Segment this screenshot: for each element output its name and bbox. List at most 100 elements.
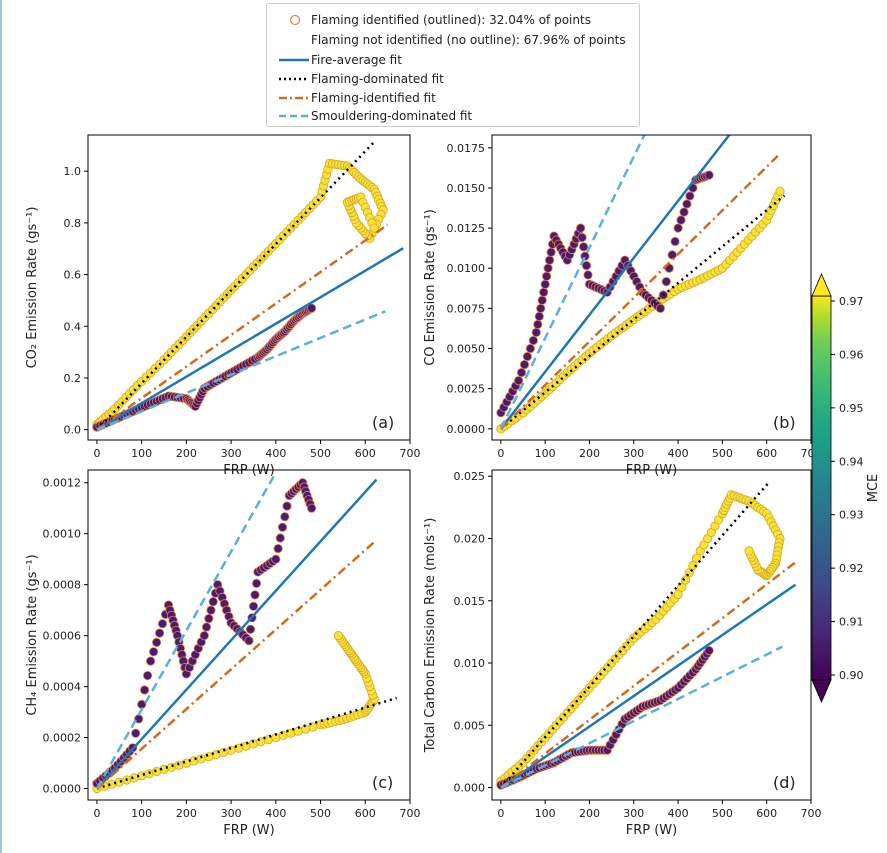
x-tick-label: 500: [712, 447, 733, 460]
data-point: [513, 375, 524, 386]
data-point: [206, 605, 216, 615]
legend-item-flaming-identified: Flaming identified (outlined): 32.04% of…: [267, 12, 639, 29]
x-tick-label: 600: [756, 447, 777, 460]
data-point: [540, 279, 550, 289]
legend-label: Flaming-identified fit: [311, 91, 436, 105]
x-tick-label: 100: [535, 807, 556, 820]
dashdot-line-icon: [279, 96, 309, 100]
colorbar-tick-label: 0.97: [839, 295, 864, 308]
x-tick-label: 0: [93, 807, 100, 820]
colorbar-tick-label: 0.94: [839, 455, 864, 468]
panel-tag: (d): [773, 773, 796, 792]
y-axis-label: CO₂ Emission Rate (gs⁻¹): [25, 207, 40, 369]
data-point: [199, 630, 209, 641]
legend: Flaming identified (outlined): 32.04% of…: [266, 3, 640, 127]
y-tick-label: 0.000: [454, 782, 486, 795]
smouldering-dominated-fit-line: [500, 645, 783, 789]
x-tick-label: 300: [623, 447, 644, 460]
x-tick-label: 700: [400, 447, 421, 460]
legend-label: Fire-average fit: [311, 53, 402, 67]
x-tick-label: 200: [579, 807, 600, 820]
data-point: [204, 613, 214, 624]
x-tick-label: 0: [497, 807, 504, 820]
flaming-identified-fit-line: [500, 561, 797, 789]
plot-frame: [87, 134, 411, 441]
fit-lines: [499, 481, 797, 789]
scatter-points: [92, 478, 379, 794]
legend-label: Flaming-dominated fit: [311, 72, 444, 86]
smouldering-dominated-fit-line: [95, 475, 275, 790]
data-point: [581, 260, 592, 271]
legend-label: Smouldering-dominated fit: [311, 109, 473, 123]
data-point: [282, 501, 292, 511]
data-point: [143, 670, 153, 681]
x-tick-label: 400: [265, 807, 286, 820]
data-point: [226, 745, 236, 755]
x-tick-label: 0: [93, 447, 100, 460]
data-point: [775, 186, 785, 196]
data-point: [685, 191, 695, 201]
smouldering-dominated-fit-line: [96, 310, 386, 431]
flaming-identified-fit-line: [96, 223, 389, 431]
data-point: [673, 223, 683, 233]
colorbar-tick-label: 0.95: [839, 402, 864, 415]
x-tick-label: 300: [623, 807, 644, 820]
data-point: [670, 236, 680, 247]
data-point: [131, 728, 141, 738]
colorbar-min-extend-arrow: [811, 679, 832, 704]
y-tick-label: 0.0002: [43, 732, 82, 745]
y-tick-label: 0.0125: [447, 222, 486, 235]
y-tick-label: 0.025: [454, 470, 486, 483]
data-point: [531, 327, 541, 337]
x-tick-label: 300: [221, 447, 242, 460]
x-tick-label: 100: [131, 447, 152, 460]
fit-lines: [96, 141, 404, 431]
y-tick-label: 0.0100: [447, 262, 486, 275]
flaming-dominated-fit-line: [96, 141, 376, 431]
y-tick-label: 0.020: [454, 532, 486, 545]
flaming-dominated-fit-line: [96, 696, 397, 790]
flaming-dominated-fit-line: [500, 194, 786, 430]
y-tick-label: 0.0012: [43, 477, 82, 490]
y-tick-label: 0.8: [64, 217, 82, 230]
x-tick-label: 600: [355, 447, 376, 460]
x-axis-label: FRP (W): [223, 823, 274, 838]
data-point: [536, 303, 546, 313]
smouldering-dominated-fit-line: [499, 135, 646, 430]
data-point: [152, 637, 162, 648]
legend-item-flaming-dominated: Flaming-dominated fit: [267, 71, 639, 88]
x-tick-label: 500: [310, 807, 331, 820]
fire-average-fit-line: [96, 247, 404, 431]
data-point: [546, 247, 556, 257]
y-tick-label: 0.0006: [43, 630, 82, 643]
plot-frame: [87, 469, 411, 801]
x-tick-label: 300: [221, 807, 242, 820]
x-tick-label: 0: [497, 447, 504, 460]
data-point: [245, 624, 256, 634]
data-point: [539, 287, 549, 297]
data-point: [306, 503, 317, 513]
fit-lines: [499, 135, 786, 430]
fit-lines: [95, 475, 397, 790]
scatter-points: [92, 158, 388, 432]
data-point: [271, 554, 281, 564]
x-tick-label: 700: [801, 807, 822, 820]
data-point: [575, 223, 586, 233]
x-tick-label: 600: [355, 807, 376, 820]
data-point: [704, 645, 714, 656]
data-point: [528, 335, 539, 346]
data-point: [667, 250, 677, 260]
data-point: [273, 543, 283, 554]
x-tick-label: 200: [579, 447, 600, 460]
solid-line-icon: [279, 58, 309, 62]
data-point: [201, 622, 212, 632]
data-point: [516, 367, 527, 378]
y-tick-label: 0.0: [64, 424, 82, 437]
y-tick-label: 0.0000: [43, 783, 82, 796]
x-tick-label: 600: [756, 807, 777, 820]
data-point: [251, 578, 262, 589]
data-point: [541, 271, 552, 281]
data-point: [519, 359, 530, 370]
data-point: [157, 619, 168, 629]
